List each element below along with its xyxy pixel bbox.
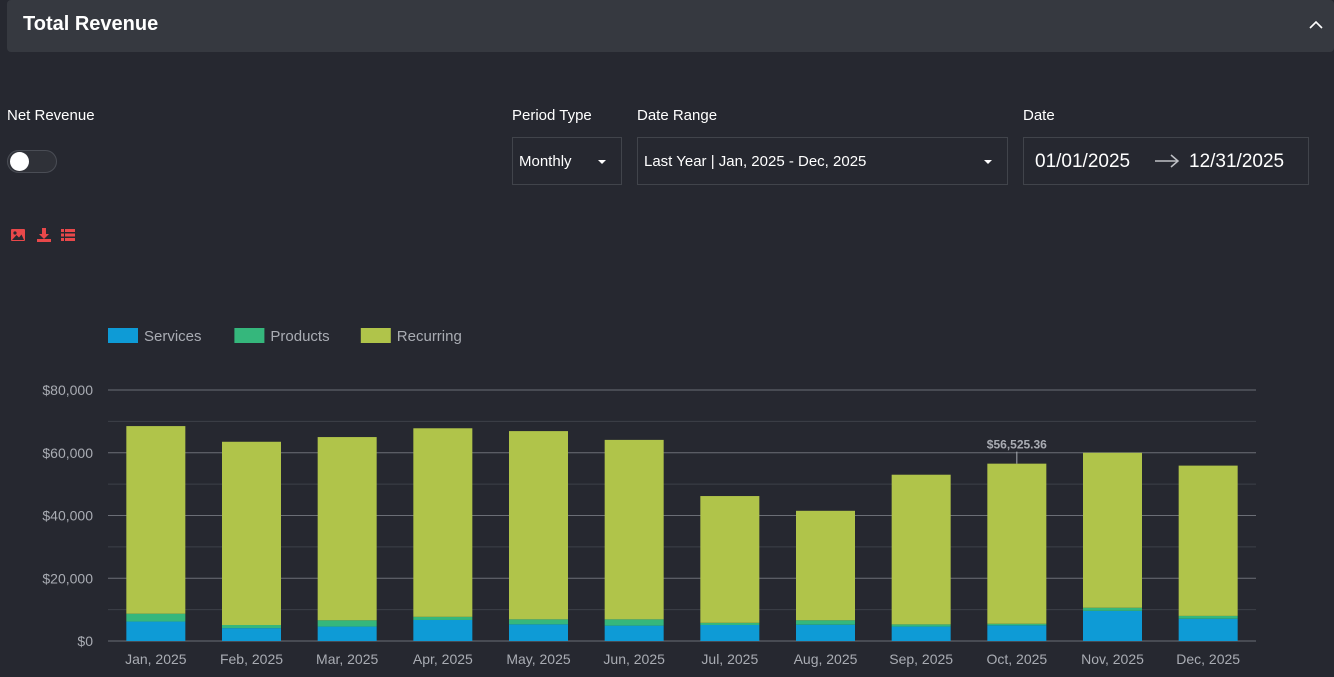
period-type-select[interactable]: Monthly — [512, 137, 622, 185]
y-tick-label: $60,000 — [42, 445, 93, 461]
x-tick-label: Sep, 2025 — [889, 651, 953, 667]
bar-products — [222, 624, 281, 629]
end-date-input[interactable]: 12/31/2025 — [1189, 151, 1285, 172]
bar-services — [126, 621, 186, 641]
bar-recurring — [987, 463, 1047, 624]
bar-products — [700, 622, 760, 625]
legend-label-services: Services — [144, 328, 202, 345]
section-title: Total Revenue — [23, 13, 159, 35]
legend-swatch-recurring — [360, 328, 391, 343]
bar-products — [1178, 615, 1238, 619]
bar-recurring — [891, 474, 951, 625]
x-tick-label: Feb, 2025 — [220, 651, 283, 667]
bar-services — [509, 624, 568, 641]
bar-services — [1178, 618, 1238, 641]
legend-swatch-services — [108, 328, 138, 343]
legend-label-recurring: Recurring — [397, 328, 462, 345]
toggle-knob — [10, 152, 29, 171]
bar-services — [413, 619, 473, 641]
date-range-select[interactable]: Last Year | Jan, 2025 - Dec, 2025 — [637, 137, 1008, 185]
y-tick-label: $40,000 — [42, 508, 93, 524]
net-revenue-toggle[interactable] — [7, 150, 57, 173]
arrow-right-icon — [1155, 154, 1180, 168]
download-icon[interactable] — [36, 227, 52, 243]
y-tick-label: $20,000 — [42, 570, 93, 586]
caret-down-icon — [984, 160, 992, 164]
chevron-up-icon[interactable] — [1308, 17, 1324, 33]
x-tick-label: Dec, 2025 — [1176, 651, 1240, 667]
data-label: $56,525.36 — [987, 438, 1047, 452]
date-label: Date — [1023, 107, 1055, 124]
bar-recurring — [1083, 452, 1142, 608]
bar-services — [700, 624, 760, 641]
bar-products — [987, 623, 1047, 626]
bar-products — [891, 624, 951, 627]
bar-recurring — [700, 496, 760, 623]
section-header[interactable]: Total Revenue — [7, 0, 1334, 52]
revenue-chart: Services Products Recurring $0 $20,000 $40,00… — [42, 328, 1256, 667]
bar-recurring — [413, 428, 473, 617]
legend-label-products: Products — [270, 328, 329, 345]
x-tick-label: Nov, 2025 — [1081, 651, 1144, 667]
date-range-value: Last Year | Jan, 2025 - Dec, 2025 — [644, 153, 867, 170]
bar-products — [796, 620, 855, 625]
list-icon[interactable] — [60, 227, 76, 243]
x-tick-label: Aug, 2025 — [794, 651, 858, 667]
bar-products — [604, 619, 664, 626]
x-tick-label: Jun, 2025 — [603, 651, 665, 667]
bar-services — [222, 628, 281, 641]
date-range-label: Date Range — [637, 107, 718, 124]
x-tick-label: Apr, 2025 — [413, 651, 473, 667]
legend-swatch-products — [234, 328, 265, 343]
bar-services — [796, 624, 855, 641]
bar-recurring — [796, 510, 855, 621]
bar-services — [317, 626, 377, 641]
y-tick-label: $0 — [77, 633, 93, 649]
net-revenue-label: Net Revenue — [7, 107, 95, 124]
bar-services — [891, 626, 951, 641]
period-type-value: Monthly — [519, 153, 572, 170]
x-tick-label: Jul, 2025 — [701, 651, 758, 667]
bar-recurring — [317, 437, 377, 621]
period-type-label: Period Type — [512, 107, 592, 124]
bar-services — [1083, 610, 1142, 641]
bar-recurring — [1178, 465, 1238, 616]
bar-products — [413, 616, 473, 620]
x-tick-label: Jan, 2025 — [125, 651, 187, 667]
date-range-picker[interactable]: 01/01/2025 12/31/2025 — [1023, 137, 1309, 185]
bar-recurring — [222, 441, 281, 625]
bar-products — [126, 613, 186, 622]
bar-recurring — [126, 426, 186, 614]
bar-products — [317, 620, 377, 627]
bar-services — [604, 625, 664, 641]
x-tick-label: Mar, 2025 — [316, 651, 378, 667]
x-tick-label: May, 2025 — [506, 651, 571, 667]
bar-products — [509, 619, 568, 625]
y-tick-label: $80,000 — [42, 382, 93, 398]
bar-services — [987, 625, 1047, 641]
image-icon[interactable] — [10, 227, 26, 243]
start-date-input[interactable]: 01/01/2025 — [1035, 151, 1131, 172]
caret-down-icon — [598, 160, 606, 164]
bar-recurring — [509, 431, 568, 620]
bar-products — [1083, 607, 1142, 611]
bar-recurring — [604, 439, 664, 620]
x-tick-label: Oct, 2025 — [986, 651, 1047, 667]
